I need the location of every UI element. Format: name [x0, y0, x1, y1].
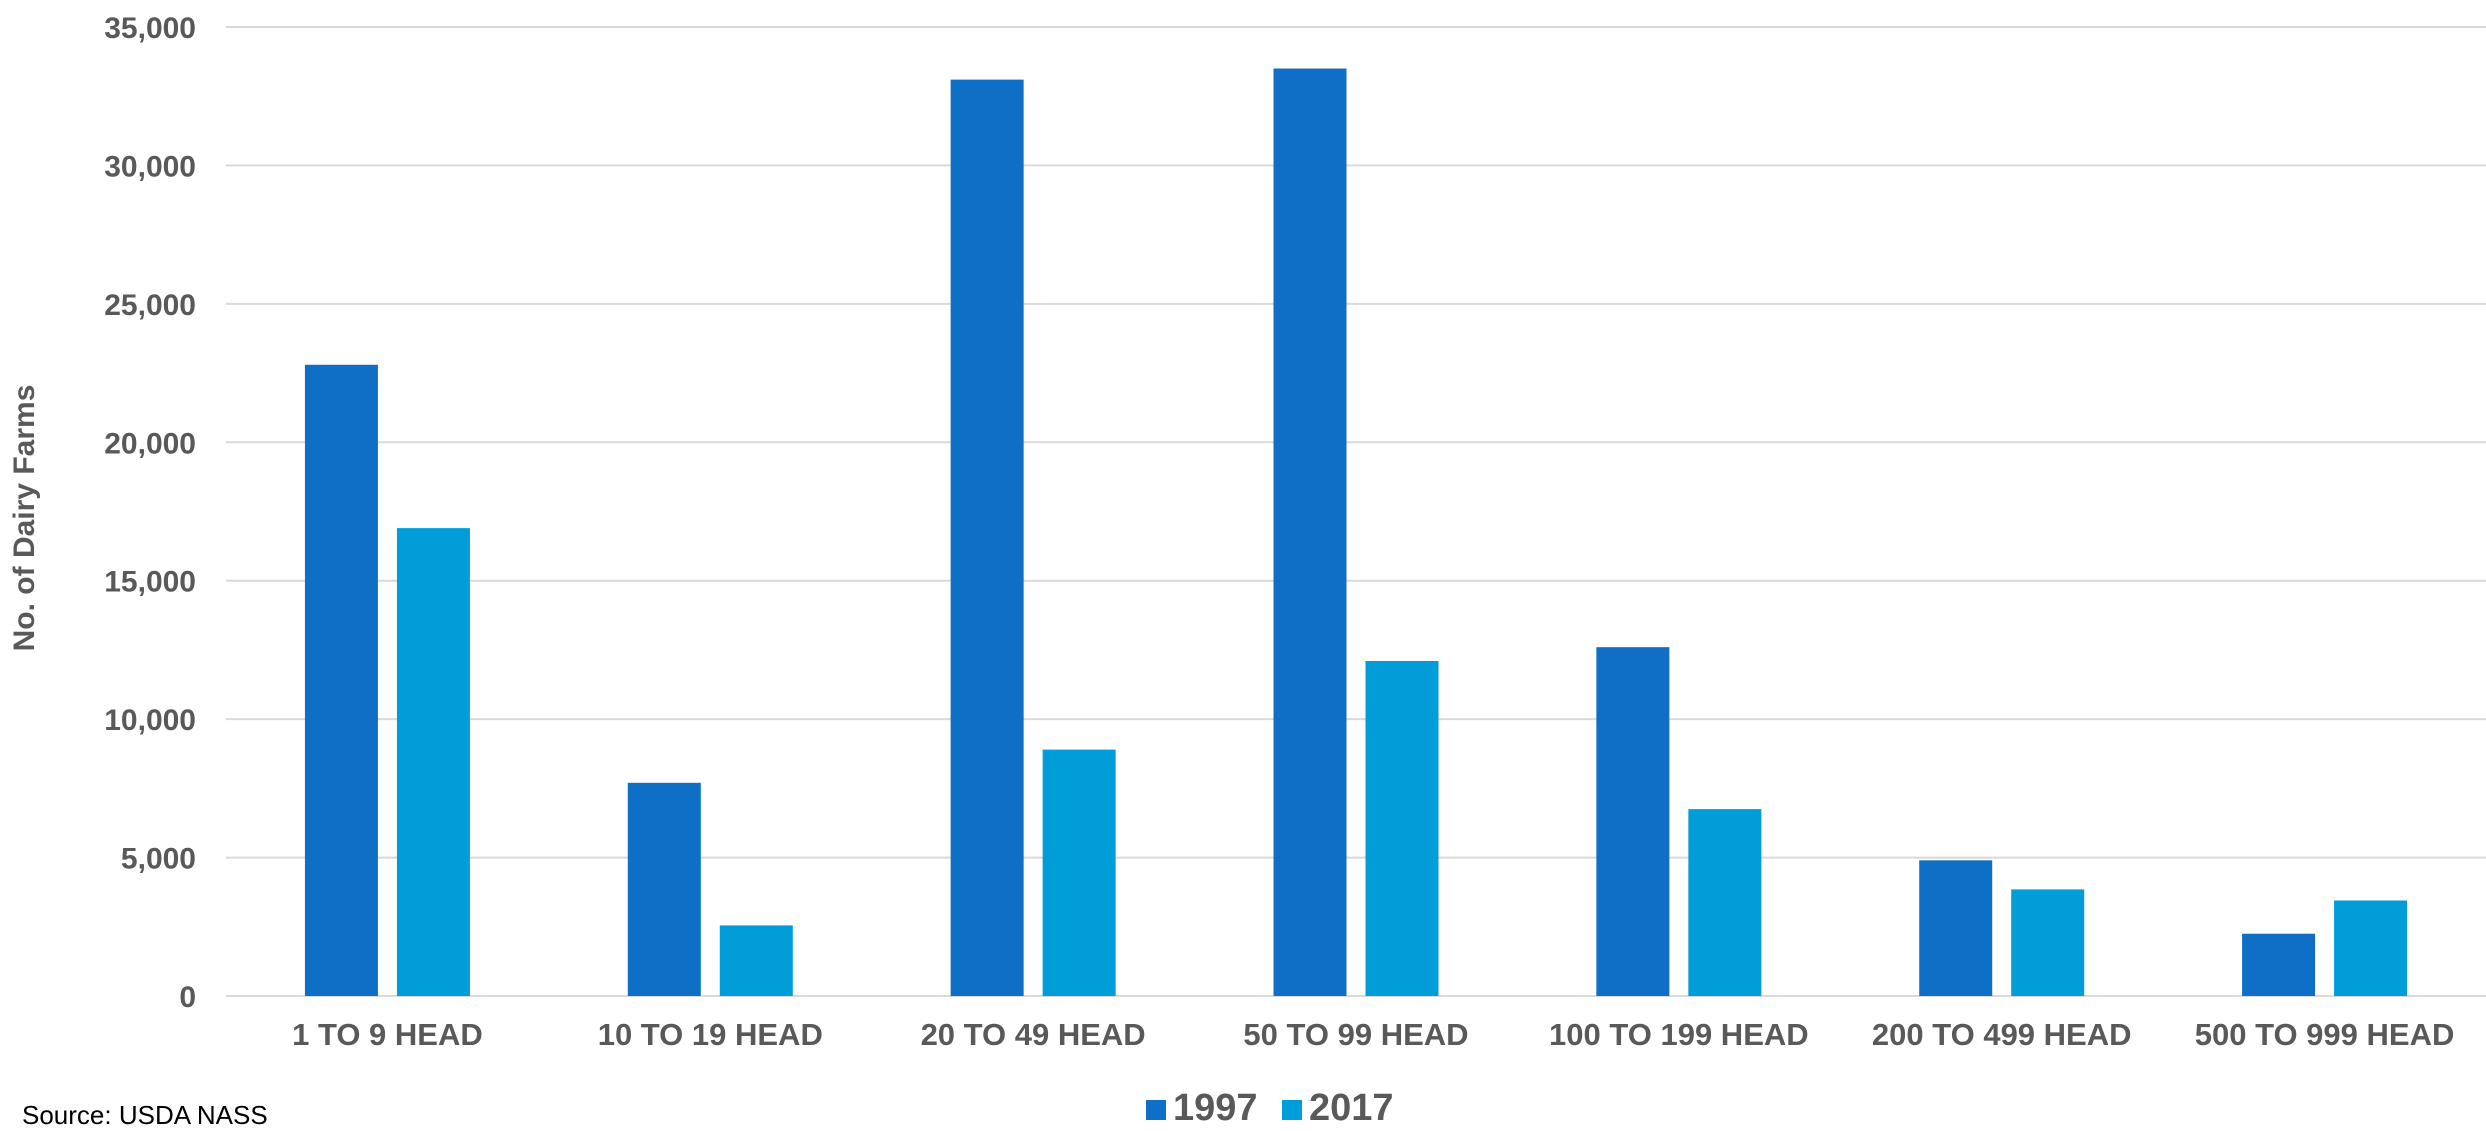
bar-2017-0	[396, 528, 470, 996]
y-axis-ticks: 0 5,000 10,000 15,000 20,000 25,000 30,000 35,0…	[104, 12, 196, 1014]
y-tick-label: 35,000	[104, 12, 196, 45]
legend-label-2017: 2017	[1309, 1087, 1394, 1122]
x-tick-label: 1 TO 9 HEAD	[292, 1017, 483, 1052]
legend-label-1997: 1997	[1173, 1087, 1258, 1122]
x-tick-label: 10 TO 19 HEAD	[598, 1017, 823, 1052]
bar-2017-3	[1365, 661, 1439, 996]
gridlines	[226, 26, 2486, 997]
y-tick-label: 20,000	[104, 427, 196, 460]
y-tick-label: 0	[179, 981, 196, 1014]
bar-1997-2	[950, 79, 1024, 997]
bars	[304, 68, 2408, 997]
legend: 1997 2017	[1146, 1087, 1394, 1122]
y-tick-label: 15,000	[104, 566, 196, 599]
x-tick-label: 500 TO 999 HEAD	[2195, 1017, 2455, 1052]
y-tick-label: 25,000	[104, 289, 196, 322]
bar-2017-5	[2011, 889, 2085, 996]
bar-1997-6	[2242, 933, 2316, 996]
x-tick-label: 50 TO 99 HEAD	[1243, 1017, 1468, 1052]
y-tick-label: 10,000	[104, 704, 196, 737]
y-axis-label: No. of Dairy Farms	[8, 385, 41, 652]
legend-swatch-2017	[1282, 1100, 1302, 1120]
y-tick-label: 30,000	[104, 150, 196, 183]
x-tick-label: 20 TO 49 HEAD	[921, 1017, 1146, 1052]
bar-2017-6	[2334, 900, 2408, 996]
legend-swatch-1997	[1146, 1100, 1166, 1120]
bar-1997-1	[627, 782, 701, 996]
x-axis-ticks: 1 TO 9 HEAD 10 TO 19 HEAD 20 TO 49 HEAD 50 …	[292, 1017, 2454, 1052]
source-note: Source: USDA NASS	[22, 1100, 268, 1130]
y-tick-label: 5,000	[121, 843, 196, 876]
x-tick-label: 200 TO 499 HEAD	[1872, 1017, 2132, 1052]
bar-1997-0	[304, 364, 378, 996]
bar-1997-3	[1273, 68, 1347, 997]
bar-1997-4	[1596, 647, 1670, 996]
bar-2017-1	[719, 925, 793, 996]
bar-2017-4	[1688, 809, 1762, 996]
bar-1997-5	[1919, 860, 1993, 996]
x-tick-label: 100 TO 199 HEAD	[1549, 1017, 1809, 1052]
bar-2017-2	[1042, 749, 1116, 996]
